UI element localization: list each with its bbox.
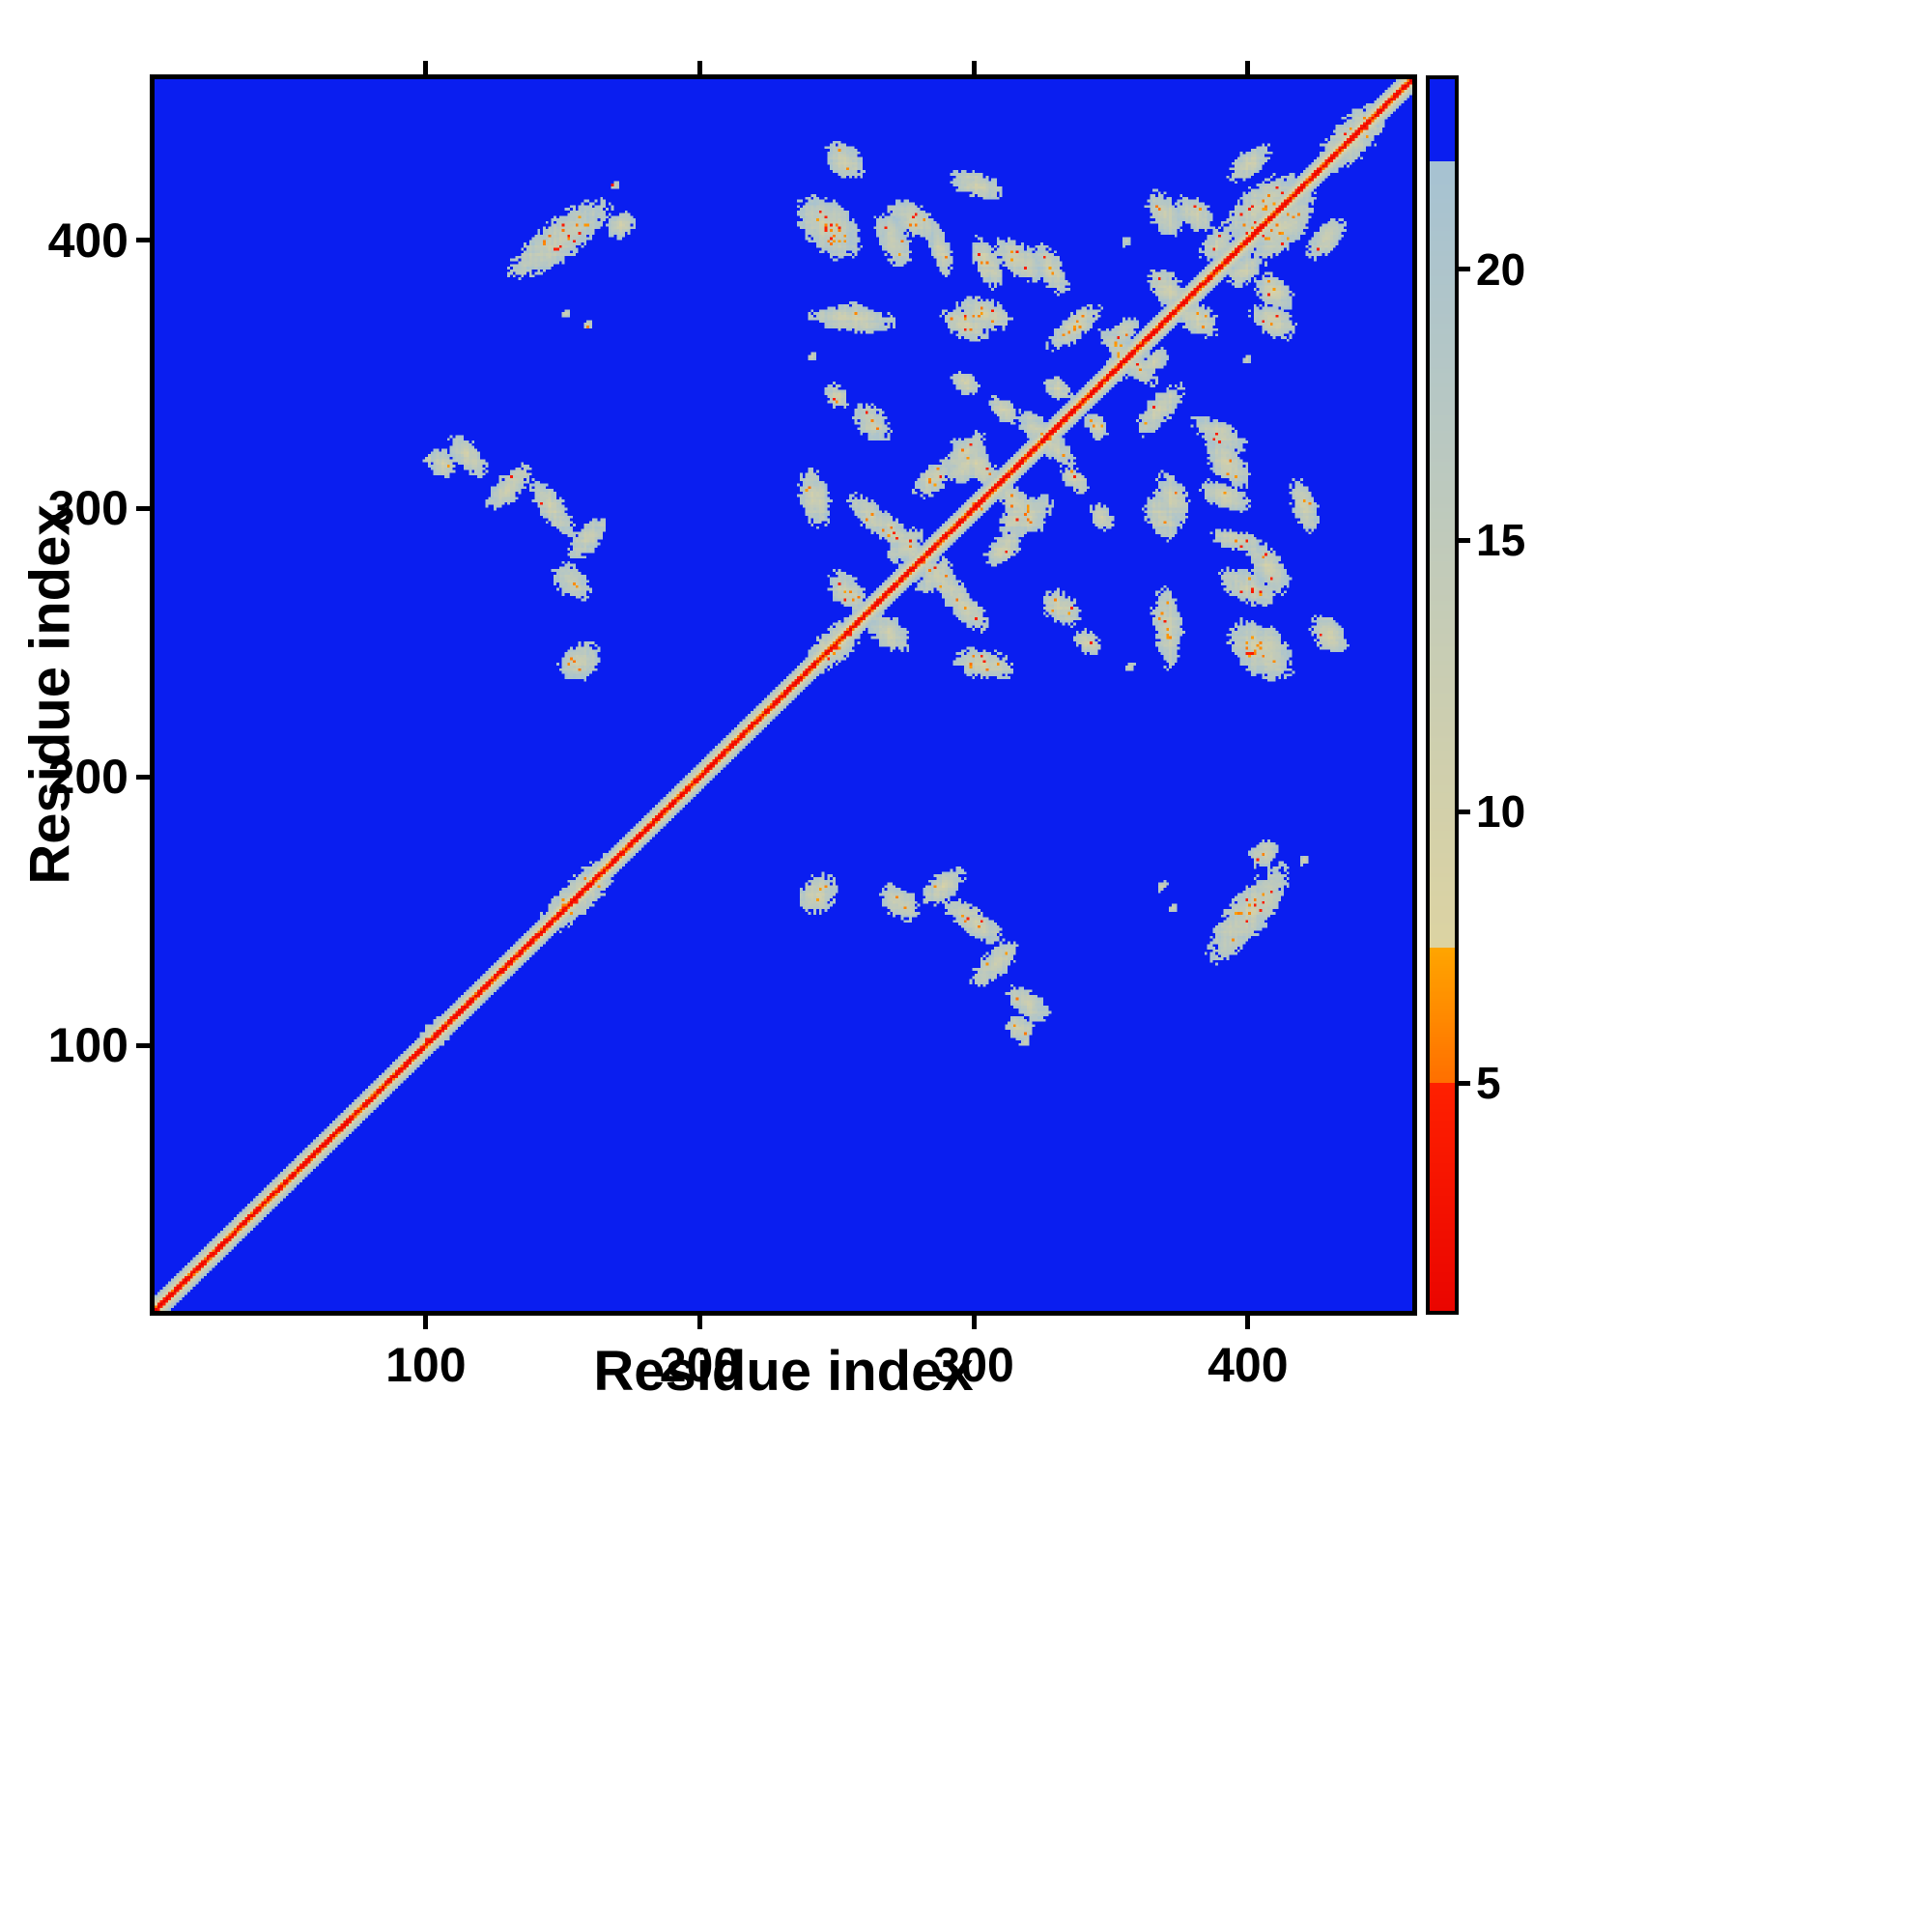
x-tick-bottom-400 [1245, 1316, 1251, 1329]
x-tick-top-200 [696, 61, 702, 74]
colorbar-tick-20 [1459, 267, 1470, 272]
y-tick-label-100: 100 [47, 1018, 128, 1072]
x-tick-top-100 [423, 61, 429, 74]
colorbar-tick-label-20: 20 [1476, 243, 1526, 295]
x-tick-label-100: 100 [385, 1338, 467, 1392]
x-tick-top-400 [1245, 61, 1251, 74]
y-tick-200 [136, 774, 150, 780]
x-tick-bottom-100 [423, 1316, 429, 1329]
y-axis-title: Residue index [18, 504, 82, 885]
y-tick-400 [136, 238, 150, 243]
colorbar-gradient [1430, 79, 1455, 1311]
y-tick-300 [136, 505, 150, 511]
colorbar-tick-10 [1459, 809, 1470, 814]
colorbar-tick-label-5: 5 [1476, 1058, 1501, 1109]
y-tick-label-300: 300 [47, 481, 128, 536]
y-tick-label-200: 200 [47, 750, 128, 805]
colorbar-tick-5 [1459, 1080, 1470, 1086]
x-axis-title: Residue index [593, 1340, 974, 1403]
x-tick-bottom-200 [696, 1316, 702, 1329]
plot-frame [150, 74, 1417, 1316]
colorbar-frame [1426, 75, 1459, 1315]
y-tick-label-400: 400 [47, 213, 128, 268]
x-tick-top-300 [971, 61, 977, 74]
y-tick-100 [136, 1042, 150, 1048]
colorbar-tick-label-10: 10 [1476, 786, 1526, 838]
colorbar-tick-15 [1459, 537, 1470, 543]
residue-distance-heatmap [155, 79, 1412, 1311]
colorbar-tick-label-15: 15 [1476, 515, 1526, 566]
x-tick-label-200: 200 [659, 1338, 741, 1392]
x-tick-label-400: 400 [1208, 1338, 1289, 1392]
x-tick-label-300: 300 [933, 1338, 1014, 1392]
x-tick-bottom-300 [971, 1316, 977, 1329]
